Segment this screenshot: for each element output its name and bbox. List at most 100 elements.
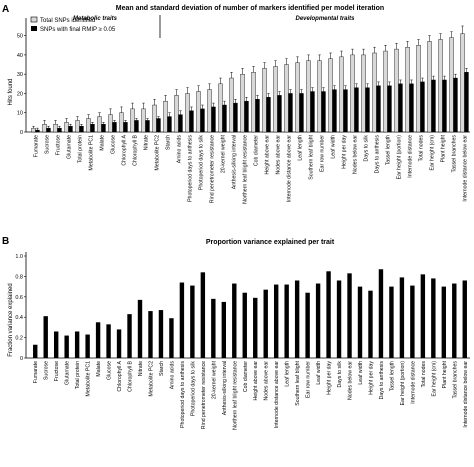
bar-rmip-rind-penetrometer-resistance [211,106,216,133]
x-tick-label-glucose: Glucose [107,361,113,380]
x-tick-label-northern-leaf-blight-resistance: Northern leaf blight resistance [243,135,249,204]
legend-label-rmip: SNPs with final RMIP ≥ 0.05 [40,27,116,33]
x-tick-label-nitrate: Nitrate [138,361,144,376]
bar-rmip-anthesis-silking-interval [233,102,238,133]
bar-internode-distance [410,285,415,358]
x-tick-label-ear-height-cm: Ear height (cm) [430,135,436,171]
bar-total-chlorophyll-a [119,112,124,133]
x-tick-label-days-to-silk: Days to silk [364,135,370,162]
bar-height-per-day [368,290,373,358]
y-tick-label: 30 [17,72,23,78]
bar-total-ear-row-number [317,60,322,133]
x-tick-label-photoperiod-days-to-silk: Photoperiod days to silk [190,361,196,416]
x-tick-label-fructose: Fructose [54,361,60,381]
x-tick-label-leaf-width: Leaf width [316,361,322,385]
x-tick-label-height-per-day: Height per day [342,135,348,169]
bar-sucrose [43,316,48,358]
bar-total-nodes-above-ear [273,66,278,133]
x-tick-label-amino-acids: Amino acids [177,135,183,164]
x-tick-label-tassel-length: Tassel length [389,361,395,391]
bar-height-per-day [326,271,331,358]
bar-rmip-total-nodes [420,81,425,133]
bar-starch [158,310,164,358]
bar-fructose [53,331,59,358]
chart-a-group-labels: Metabolic traits Developmental traits [73,15,355,38]
bar-total-amino-acids [174,95,179,133]
x-tick-label-chlorophyll-a: Chlorophyll A [122,134,128,165]
bar-rmip-metabolite-pc1 [90,124,95,133]
chart-b-bars [33,269,467,358]
bar-total-fumarate [31,127,36,133]
x-tick-label-northern-leaf-blight-resistance: Northern leaf blight resistance [232,361,238,430]
x-tick-label-ear-row-number: Ear row number [320,135,326,172]
bar-rmip-leaf-width [332,89,337,133]
bar-nitrate [137,299,143,358]
bar-amino-acids [169,318,174,358]
x-tick-label-internode-distance-below-ear: Internode distance below ear [463,361,469,428]
bar-ear-height-cm [431,278,436,358]
bar-rmip-starch [167,116,172,133]
bar-rmip-total-protein [79,126,84,133]
x-tick-label-ear-height-cm: Ear height (cm) [431,361,437,397]
x-tick-label-leaf-length: Leaf length [298,135,304,161]
x-tick-label-internode-distance: Internode distance [408,135,414,178]
x-tick-label-chlorophyll-b: Chlorophyll B [133,134,139,165]
bar-height-above-ear [253,297,258,358]
bar-malate [95,322,101,358]
bar-total-glutamate [64,122,69,133]
bar-total-plant-height [438,39,443,133]
x-tick-label-southern-leaf-blight: Southern leaf blight [309,134,315,179]
bar-total-ear-height-portion [394,48,399,133]
bar-leaf-width [315,283,321,358]
x-tick-label-glutamate: Glutamate [67,135,73,159]
x-tick-label-photoperiod-days-to-anthesis: Photoperiod days to anthesis [188,135,194,202]
bar-rmip-malate [101,124,106,133]
bar-fumarate [33,344,38,358]
x-tick-label-nodes-above-ear: Nodes above ear [264,361,270,401]
bar-total-20-kernel-weight [218,83,223,133]
bar-rmip-ear-height-cm [431,79,436,133]
bar-total-ear-height-cm [427,41,432,133]
y-tick-label: 0.6 [15,295,23,301]
x-tick-label-nodes-below-ear: Nodes below ear [348,361,354,400]
x-tick-label-leaf-width: Leaf width [358,361,364,385]
y-tick-label: 0 [20,356,23,362]
x-tick-label-starch: Starch [166,135,172,150]
bar-total-northern-leaf-blight-resistance [240,73,245,133]
bar-rmip-metabolite-pc2 [156,118,161,133]
x-tick-label-metabolite-pc1: Metabolite PC1 [89,135,95,171]
x-tick-label-tassel-length: Tassel length [386,135,392,165]
chart-a-xtick-labels: Fumarate Sucrose Fructose Glutamate Total pr… [34,134,469,203]
bar-anthesis-silking-interval [221,301,227,358]
bar-total-starch [163,100,168,133]
panel-a-letter: A [2,4,9,15]
x-tick-label-fructose: Fructose [56,135,62,155]
bar-rmip-nodes-above-ear [277,95,282,133]
bar-rmip-fumarate [35,129,40,133]
y-tick-label: 0.4 [15,315,23,321]
bar-rmip-amino-acids [178,114,183,133]
bar-chlorophyll-b [127,314,132,358]
bar-internode-distance-above-ear [273,284,279,358]
x-tick-label-metabolite-pc2: Metabolite PC2 [148,361,154,397]
bar-total-sucrose [42,124,47,133]
bar-total-fructose [53,124,58,133]
bar-total-leaf-length [295,62,300,133]
bar-total-photoperiod-days-to-anthesis [185,93,190,133]
bar-total-days-to-silk [361,54,366,133]
bar-total-total-nodes [416,45,421,133]
bar-plant-height [441,286,447,358]
bar-days-to-silk [336,280,342,358]
bar-metabolite-pc1 [85,334,90,358]
x-tick-label-malate: Malate [100,135,106,151]
bar-total-glucose [108,114,113,133]
x-tick-label-starch: Starch [159,361,165,376]
x-tick-label-20-kernel-weight: 20-kernel weight [211,360,217,399]
bar-rmip-days-to-silk [365,87,370,133]
x-tick-label-metabolite-pc2: Metabolite PC2 [155,135,161,171]
chart-a-bars [31,25,469,133]
x-tick-label-height-per-day: Height per day [327,361,333,395]
bar-rind-penetrometer-resistance [200,272,206,358]
x-tick-label-tassel-branches: Tassel branches [452,361,458,399]
bar-internode-distance-below-ear [462,280,467,358]
